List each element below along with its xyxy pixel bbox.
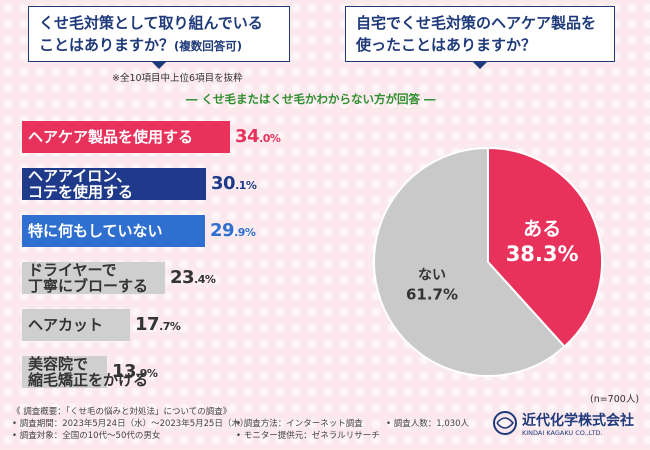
footer-line: • モニター提供元：ゼネラルリサーチ <box>236 431 380 441</box>
bar-label: ヘアケア製品を使用する <box>28 128 194 146</box>
bar-value: 23.4% <box>170 267 216 288</box>
footer-line: • 調査方法：インターネット調査 <box>236 419 363 429</box>
company-name-en: KINDAI KAGAKU CO.,LTD. <box>522 429 603 437</box>
respondent-note: ― くせ毛またはくせ毛かわからない方が回答 ― <box>186 92 436 106</box>
q2-line2: 使ったことはありますか？ <box>356 36 537 54</box>
bar-6 <box>22 356 107 388</box>
footer-line: • 調査期間：2023年5月24日（水）〜2023年5月25日（木） <box>12 419 249 429</box>
company-name: 近代化学株式会社 <box>522 413 634 429</box>
q1-line1: くせ毛対策として取り組んでいる <box>39 14 263 32</box>
bar-label: ヘアアイロン、 コテを使用する <box>28 167 134 201</box>
company-emblem-icon <box>493 411 517 435</box>
bar-5 <box>22 309 130 341</box>
bar-label: ヘアカット <box>28 316 104 334</box>
q2-line1: 自宅でくせ毛対策のヘアケア製品を <box>356 14 597 32</box>
footer-col-3: • 調査人数：1,030人 <box>386 418 469 430</box>
speech-tail <box>472 61 488 69</box>
bar-label: ドライヤーで 丁寧にブローする <box>28 261 149 295</box>
footer-col-2: • 調査方法：インターネット調査 • モニター提供元：ゼネラルリサーチ <box>236 418 380 442</box>
speech-tail <box>151 61 167 69</box>
bar-1 <box>22 121 230 153</box>
footer-line: • 調査人数：1,030人 <box>386 419 470 429</box>
bar-label: 特に何もしていない <box>28 222 163 240</box>
footer-line: • 調査対象：全国の10代〜50代の男女 <box>12 431 161 441</box>
bar-value: 34.0% <box>235 126 281 147</box>
bar-4 <box>22 262 165 294</box>
footer-line: 《 調査概要：「くせ毛の悩みと対処法」についての調査》 <box>12 407 232 417</box>
question-box-1: くせ毛対策として取り組んでいる ことはありますか？(複数回答可) <box>28 6 290 69</box>
sample-size: (n=700人) <box>590 394 640 405</box>
bar-value: 17.7% <box>135 314 181 335</box>
q1-line2: ことはありますか？ <box>39 36 175 54</box>
footer-col-1: 《 調査概要：「くせ毛の悩みと対処法」についての調査》 • 調査期間：2023年… <box>12 406 248 442</box>
bar-value: 13.9% <box>112 361 158 382</box>
q1-sub: (複数回答可) <box>174 39 243 53</box>
bar-value: 29.9% <box>210 220 256 241</box>
bar-2 <box>22 168 206 200</box>
top6-note: ※全10項目中上位6項目を抜粋 <box>112 73 243 84</box>
bar-label: 美容院で 縮毛矯正をかける <box>28 355 149 389</box>
question-box-2: 自宅でくせ毛対策のヘアケア製品を 使ったことはありますか？ <box>345 6 615 69</box>
bar-value: 30.1% <box>211 173 257 194</box>
bar-3 <box>22 215 205 247</box>
